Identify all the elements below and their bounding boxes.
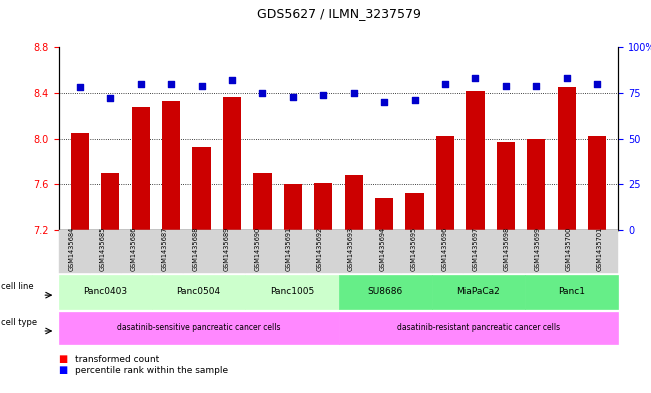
Point bbox=[257, 90, 268, 96]
Text: Panc0403: Panc0403 bbox=[83, 287, 128, 296]
Bar bbox=[558, 87, 576, 230]
Bar bbox=[436, 136, 454, 230]
Text: dasatinib-sensitive pancreatic cancer cells: dasatinib-sensitive pancreatic cancer ce… bbox=[117, 323, 281, 332]
Point bbox=[501, 83, 511, 89]
Text: GSM1435696: GSM1435696 bbox=[441, 227, 447, 271]
Bar bbox=[588, 136, 606, 230]
Bar bbox=[527, 138, 546, 230]
Text: Panc0504: Panc0504 bbox=[176, 287, 221, 296]
Bar bbox=[284, 184, 302, 230]
Point bbox=[288, 94, 298, 100]
Point bbox=[197, 83, 207, 89]
Text: MiaPaCa2: MiaPaCa2 bbox=[456, 287, 501, 296]
Point bbox=[379, 99, 389, 105]
Text: percentile rank within the sample: percentile rank within the sample bbox=[75, 366, 228, 375]
Bar bbox=[375, 198, 393, 230]
Bar bbox=[253, 173, 271, 230]
Point bbox=[348, 90, 359, 96]
Text: GSM1435701: GSM1435701 bbox=[597, 227, 603, 271]
Bar bbox=[101, 173, 119, 230]
Text: GSM1435689: GSM1435689 bbox=[224, 227, 230, 271]
Text: Panc1005: Panc1005 bbox=[270, 287, 314, 296]
Text: GSM1435688: GSM1435688 bbox=[193, 227, 199, 271]
Text: ■: ■ bbox=[59, 365, 68, 375]
Bar bbox=[497, 142, 515, 230]
Text: dasatinib-resistant pancreatic cancer cells: dasatinib-resistant pancreatic cancer ce… bbox=[397, 323, 560, 332]
Point bbox=[318, 92, 329, 98]
Text: GDS5627 / ILMN_3237579: GDS5627 / ILMN_3237579 bbox=[256, 7, 421, 20]
Text: GSM1435684: GSM1435684 bbox=[68, 227, 74, 271]
Text: GSM1435687: GSM1435687 bbox=[161, 227, 167, 271]
Text: ■: ■ bbox=[59, 354, 68, 364]
Point bbox=[440, 81, 450, 87]
Text: GSM1435686: GSM1435686 bbox=[130, 227, 136, 271]
Bar bbox=[71, 133, 89, 230]
Bar bbox=[466, 90, 484, 230]
Point bbox=[592, 81, 602, 87]
Bar bbox=[132, 107, 150, 230]
Text: GSM1435692: GSM1435692 bbox=[317, 227, 323, 271]
Point bbox=[75, 84, 85, 90]
Point bbox=[531, 83, 542, 89]
Text: SU8686: SU8686 bbox=[368, 287, 403, 296]
Text: GSM1435693: GSM1435693 bbox=[348, 227, 354, 271]
Text: GSM1435695: GSM1435695 bbox=[410, 227, 416, 271]
Point bbox=[562, 75, 572, 81]
Text: GSM1435699: GSM1435699 bbox=[534, 227, 541, 271]
Text: GSM1435697: GSM1435697 bbox=[473, 227, 478, 271]
Bar bbox=[223, 97, 241, 230]
Point bbox=[105, 95, 115, 101]
Bar bbox=[162, 101, 180, 230]
Text: GSM1435691: GSM1435691 bbox=[286, 227, 292, 271]
Text: GSM1435690: GSM1435690 bbox=[255, 227, 261, 271]
Bar bbox=[193, 147, 211, 230]
Point bbox=[470, 75, 480, 81]
Text: GSM1435700: GSM1435700 bbox=[566, 227, 572, 271]
Text: GSM1435685: GSM1435685 bbox=[99, 227, 105, 271]
Point bbox=[135, 81, 146, 87]
Bar bbox=[344, 175, 363, 230]
Text: GSM1435698: GSM1435698 bbox=[504, 227, 510, 271]
Text: transformed count: transformed count bbox=[75, 354, 159, 364]
Point bbox=[409, 97, 420, 103]
Bar bbox=[314, 183, 333, 230]
Point bbox=[227, 77, 237, 83]
Text: cell type: cell type bbox=[1, 318, 36, 327]
Text: Panc1: Panc1 bbox=[559, 287, 585, 296]
Point bbox=[166, 81, 176, 87]
Bar bbox=[406, 193, 424, 230]
Text: cell line: cell line bbox=[1, 282, 33, 291]
Text: GSM1435694: GSM1435694 bbox=[379, 227, 385, 271]
